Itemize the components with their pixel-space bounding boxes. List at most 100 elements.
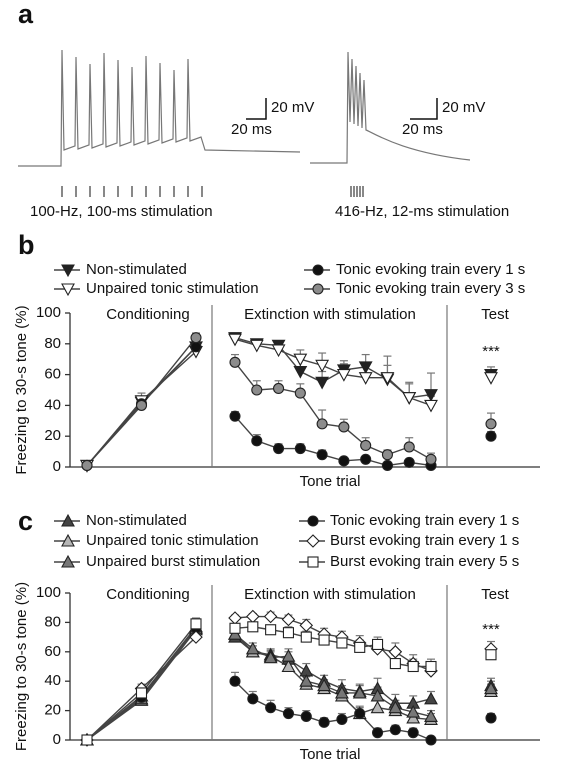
marker <box>315 359 330 373</box>
y-tick-label: 60 <box>44 643 61 660</box>
y-tick-label: 60 <box>44 366 61 383</box>
marker <box>360 439 372 451</box>
marker <box>407 660 419 673</box>
annotation: *** <box>482 343 500 360</box>
marker <box>484 372 498 385</box>
marker <box>246 609 260 624</box>
marker <box>263 609 278 624</box>
section-label: Conditioning <box>106 586 189 603</box>
marker <box>336 713 348 725</box>
y-tick-label: 100 <box>36 304 61 321</box>
marker <box>81 734 93 746</box>
marker <box>370 688 385 702</box>
legend-marker <box>312 264 324 276</box>
data-line <box>234 415 432 467</box>
section-label: Conditioning <box>106 306 189 323</box>
marker <box>300 710 312 723</box>
marker <box>299 674 314 687</box>
marker <box>354 707 366 720</box>
legend-marker <box>61 554 75 568</box>
marker <box>334 685 349 699</box>
caption: 100-Hz, 100-ms stimulation <box>30 203 213 220</box>
marker <box>251 435 263 447</box>
scale-time: 20 ms <box>231 121 272 138</box>
marker <box>247 621 259 633</box>
marker <box>316 449 328 461</box>
legend-marker <box>312 283 324 295</box>
legend-marker <box>306 534 320 548</box>
marker <box>229 675 241 687</box>
voltage-trace <box>18 49 301 167</box>
marker <box>370 700 385 714</box>
marker <box>228 333 242 347</box>
marker <box>228 611 242 625</box>
legend-marker <box>61 513 75 527</box>
y-tick-label: 20 <box>44 427 61 444</box>
marker <box>190 618 202 630</box>
marker <box>281 649 296 662</box>
marker <box>381 449 393 461</box>
marker <box>424 691 438 705</box>
y-tick-label: 40 <box>44 396 61 413</box>
marker <box>271 344 286 358</box>
marker <box>81 459 93 472</box>
y-tick-label: 80 <box>44 335 61 352</box>
marker <box>293 353 308 367</box>
marker <box>425 453 437 465</box>
marker <box>135 399 148 411</box>
section-label: Extinction with stimulation <box>244 586 416 603</box>
legend-marker <box>307 556 319 568</box>
marker <box>388 700 403 714</box>
marker <box>484 681 498 695</box>
marker <box>354 641 366 653</box>
scale-bar <box>246 98 267 120</box>
marker <box>251 384 263 396</box>
data-line <box>234 338 432 407</box>
marker <box>424 389 438 402</box>
marker <box>338 421 350 433</box>
marker <box>485 649 497 661</box>
marker <box>273 442 285 455</box>
scale-time: 20 ms <box>402 121 443 138</box>
marker <box>294 387 306 399</box>
marker <box>425 660 437 673</box>
legend-label: Burst evoking train every 1 s <box>330 532 519 549</box>
marker <box>402 392 417 405</box>
marker <box>371 727 384 739</box>
section-label: Test <box>481 586 509 603</box>
marker <box>338 455 350 467</box>
marker <box>300 631 312 643</box>
marker <box>135 687 148 699</box>
marker <box>229 622 241 634</box>
marker <box>190 341 202 353</box>
marker <box>407 727 419 739</box>
legend-marker <box>307 515 319 527</box>
marker <box>485 712 497 724</box>
x-axis-label: Tone trial <box>300 473 361 490</box>
legend-label: Tonic evoking train every 1 s <box>336 261 525 278</box>
x-axis-label: Tone trial <box>300 746 361 763</box>
legend-label: Unpaired burst stimulation <box>86 553 260 570</box>
voltage-trace <box>310 51 471 164</box>
marker <box>424 399 438 413</box>
legend-label: Tonic evoking train every 3 s <box>336 280 525 297</box>
marker <box>358 361 373 375</box>
marker <box>317 678 332 692</box>
marker <box>318 634 330 646</box>
marker <box>485 430 497 442</box>
legend-label: Unpaired tonic stimulation <box>86 532 259 549</box>
marker <box>424 709 438 723</box>
marker <box>281 612 296 627</box>
marker <box>316 418 328 430</box>
marker <box>282 627 295 639</box>
marker <box>336 369 351 382</box>
marker <box>389 658 401 670</box>
marker <box>318 716 330 728</box>
marker <box>245 641 260 655</box>
marker <box>315 376 330 390</box>
marker <box>299 618 314 633</box>
marker <box>485 418 497 430</box>
marker <box>229 410 241 422</box>
marker <box>406 704 421 718</box>
marker <box>371 638 384 651</box>
